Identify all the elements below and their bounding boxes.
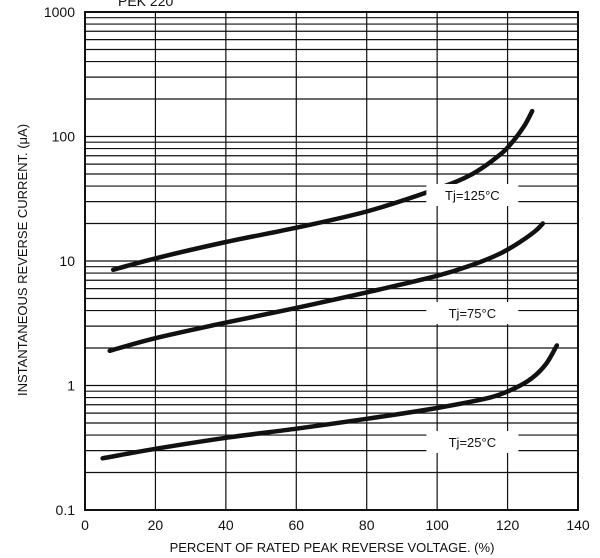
- partial-title: PEK 220: [118, 0, 173, 9]
- y-axis-label: INSTANTANEOUS REVERSE CURRENT. (μA): [15, 124, 30, 396]
- series-label: Tj=75°C: [449, 306, 496, 321]
- x-tick-label: 80: [359, 517, 375, 533]
- y-tick-label: 1000: [44, 4, 75, 20]
- y-tick-label: 0.1: [56, 502, 76, 518]
- series-label-bg: [426, 431, 519, 453]
- series-curve-2: [100, 343, 560, 461]
- x-tick-label: 60: [288, 517, 304, 533]
- x-tick-label: 20: [148, 517, 164, 533]
- x-axis-label: PERCENT OF RATED PEAK REVERSE VOLTAGE. (…: [170, 540, 495, 555]
- x-tick-label: 40: [218, 517, 234, 533]
- curve-layer: [100, 108, 560, 461]
- x-tick-label: 140: [566, 517, 590, 533]
- y-tick-label: 1: [67, 378, 75, 394]
- x-tick-label: 120: [496, 517, 520, 533]
- x-tick-labels: 0 20 40 60 80 100 120 140: [81, 517, 590, 533]
- curve-labels: Tj=125°C Tj=75°C Tj=25°C: [426, 184, 519, 453]
- series-label: Tj=125°C: [445, 188, 500, 203]
- series-label-bg: [426, 302, 519, 324]
- series-curve-1: [107, 221, 546, 354]
- y-tick-labels: 0.1 1 10 100 1000: [44, 4, 75, 518]
- y-tick-label: 100: [52, 129, 76, 145]
- plot-frame: [84, 11, 579, 511]
- x-tick-label: 0: [81, 517, 89, 533]
- y-tick-label: 10: [59, 253, 75, 269]
- x-tick-label: 100: [425, 517, 449, 533]
- grid-layer: [85, 12, 578, 510]
- series-label: Tj=25°C: [449, 435, 496, 450]
- series-label-bg: [426, 184, 519, 206]
